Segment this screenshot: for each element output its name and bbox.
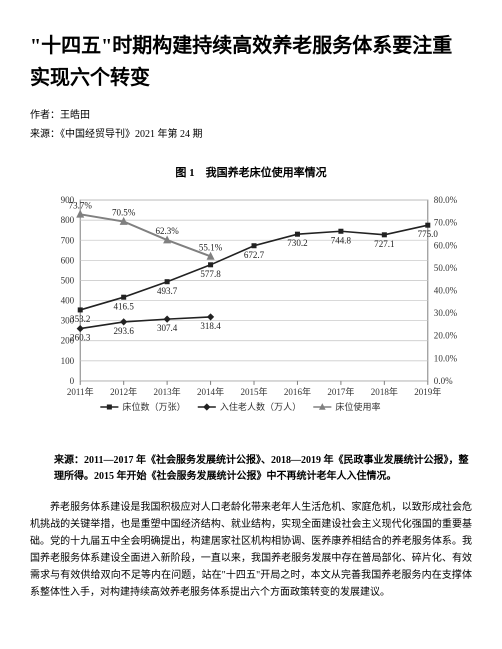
figure-caption: 来源：2011—2017 年《社会服务发展统计公报》、2018—2019 年《民…: [54, 453, 472, 485]
svg-text:20.0%: 20.0%: [434, 331, 458, 341]
svg-text:0.0%: 0.0%: [434, 376, 453, 386]
svg-text:730.2: 730.2: [287, 238, 308, 248]
svg-text:73.7%: 73.7%: [69, 200, 93, 210]
source-prefix: 来源：: [30, 129, 60, 140]
svg-text:2018年: 2018年: [371, 386, 398, 397]
svg-text:672.7: 672.7: [244, 250, 265, 260]
svg-text:260.3: 260.3: [70, 333, 91, 343]
svg-text:577.8: 577.8: [200, 269, 221, 279]
svg-text:493.7: 493.7: [157, 286, 178, 296]
author-line: 作者：王皓田: [30, 106, 472, 121]
svg-text:2013年: 2013年: [154, 386, 181, 397]
article-title: "十四五"时期构建持续高效养老服务体系要注重实现六个转变: [30, 30, 472, 94]
svg-text:50.0%: 50.0%: [434, 263, 458, 273]
svg-text:744.8: 744.8: [331, 235, 352, 245]
svg-text:100: 100: [61, 356, 75, 366]
svg-text:床位使用率: 床位使用率: [335, 401, 380, 412]
svg-text:70.0%: 70.0%: [434, 218, 458, 228]
author-name: 王皓田: [60, 110, 90, 121]
svg-text:30.0%: 30.0%: [434, 308, 458, 318]
source-value: 《中国经贸导刊》2021 年第 24 期: [60, 129, 203, 140]
svg-text:416.5: 416.5: [114, 301, 135, 311]
bed-usage-chart: 01002003004005006007008009000.0%10.0%20.…: [30, 184, 472, 445]
svg-text:400: 400: [61, 296, 75, 306]
svg-text:800: 800: [61, 215, 75, 225]
source-line: 来源：《中国经贸导刊》2021 年第 24 期: [30, 125, 472, 140]
svg-text:307.4: 307.4: [157, 323, 178, 333]
svg-text:62.3%: 62.3%: [155, 226, 179, 236]
svg-text:55.1%: 55.1%: [199, 242, 223, 252]
svg-text:500: 500: [61, 275, 75, 285]
svg-text:293.6: 293.6: [114, 326, 135, 336]
svg-text:10.0%: 10.0%: [434, 353, 458, 363]
svg-text:2019年: 2019年: [414, 386, 441, 397]
svg-text:318.4: 318.4: [200, 321, 221, 331]
body-paragraph: 养老服务体系建设是我国积极应对人口老龄化带来老年人生活危机、家庭危机，以致形成社…: [30, 499, 472, 601]
page-content: "十四五"时期构建持续高效养老服务体系要注重实现六个转变 作者：王皓田 来源：《…: [0, 0, 502, 621]
svg-text:2017年: 2017年: [327, 386, 354, 397]
svg-text:2012年: 2012年: [110, 386, 137, 397]
svg-text:2016年: 2016年: [284, 386, 311, 397]
svg-text:80.0%: 80.0%: [434, 195, 458, 205]
svg-text:40.0%: 40.0%: [434, 285, 458, 295]
svg-text:60.0%: 60.0%: [434, 240, 458, 250]
svg-text:727.1: 727.1: [374, 239, 394, 249]
svg-text:353.2: 353.2: [70, 314, 91, 324]
svg-text:床位数（万张）: 床位数（万张）: [122, 401, 185, 412]
svg-text:70.5%: 70.5%: [112, 208, 136, 218]
svg-text:入住老人数（万人）: 入住老人数（万人）: [220, 401, 301, 412]
chart-container: 01002003004005006007008009000.0%10.0%20.…: [30, 184, 472, 445]
svg-text:0: 0: [70, 376, 75, 386]
author-prefix: 作者：: [30, 110, 60, 121]
figure-title: 图 1 我国养老床位使用率情况: [30, 164, 472, 180]
svg-text:775.0: 775.0: [418, 229, 439, 239]
svg-text:2015年: 2015年: [240, 386, 267, 397]
svg-text:2011年: 2011年: [67, 386, 94, 397]
svg-text:600: 600: [61, 255, 75, 265]
svg-text:700: 700: [61, 235, 75, 245]
svg-text:2014年: 2014年: [197, 386, 224, 397]
